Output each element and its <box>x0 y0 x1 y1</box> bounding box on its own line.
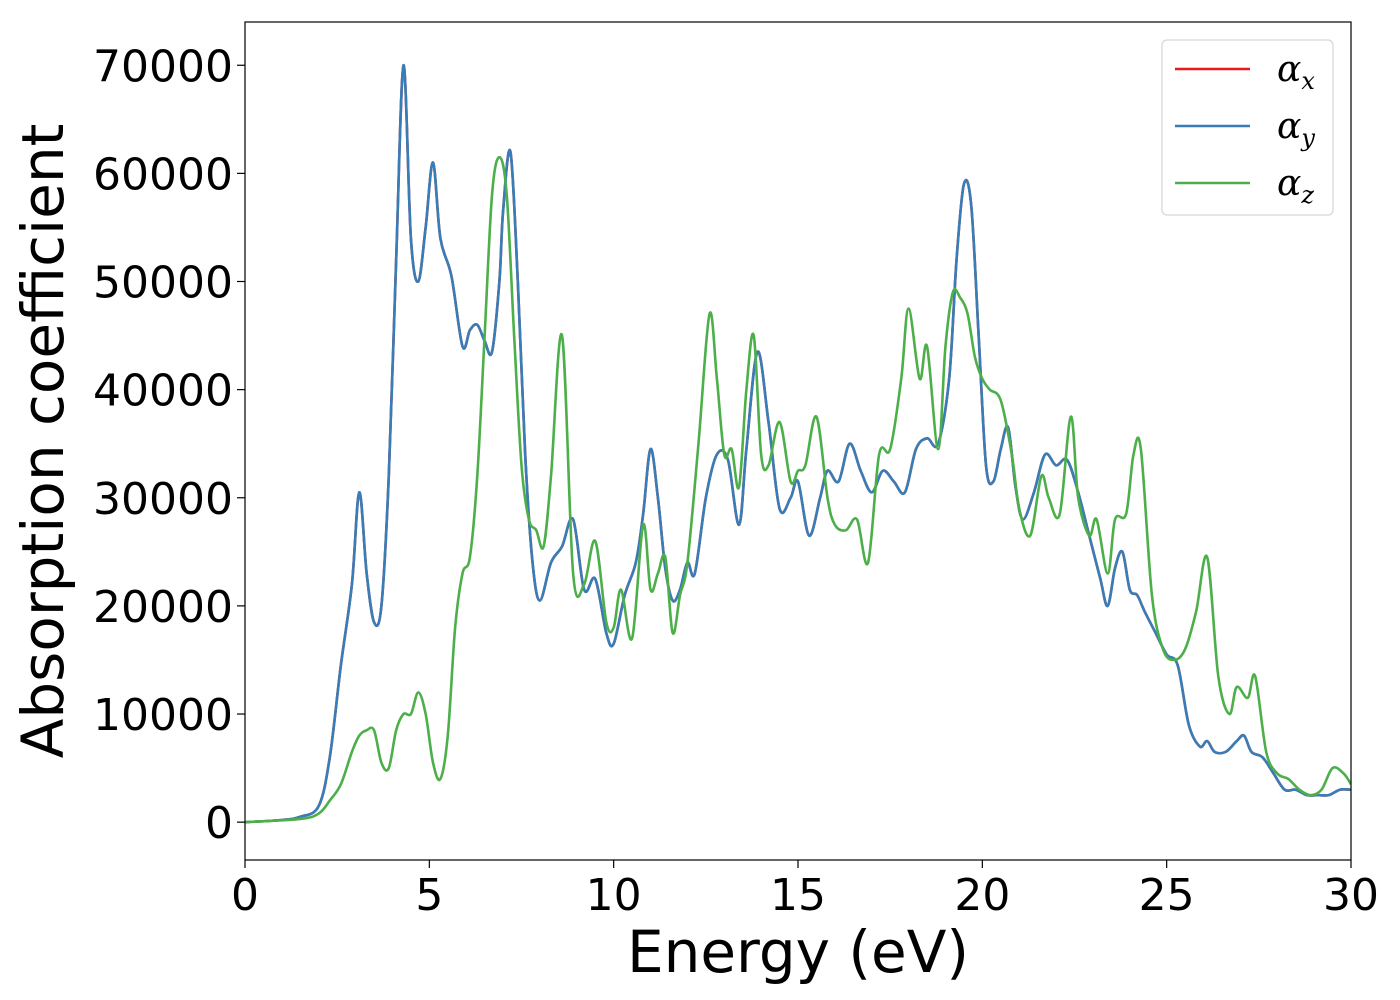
x-tick-label: 10 <box>586 870 642 921</box>
legend-item-ay: αy <box>1175 106 1315 152</box>
series-layer <box>245 63 1351 824</box>
y-axis-title: Absorption coefficient <box>9 124 77 759</box>
x-tick-label: 20 <box>954 870 1010 921</box>
legend-label-ax: αx <box>1277 49 1315 95</box>
y-tick-label: 0 <box>205 798 233 849</box>
x-tick-label: 0 <box>231 870 259 921</box>
x-tick-label: 25 <box>1139 870 1195 921</box>
y-tick-label: 70000 <box>93 41 233 92</box>
y-tick-label: 40000 <box>93 366 233 417</box>
x-axis-title: Energy (eV) <box>627 918 969 986</box>
legend-label-ay: αy <box>1277 106 1315 152</box>
x-tick-label: 15 <box>770 870 826 921</box>
y-tick-label: 30000 <box>93 474 233 525</box>
x-axis: 0 5 10 15 20 25 30 <box>231 860 1379 921</box>
series-line-ay <box>245 63 1351 824</box>
legend-box <box>1161 39 1334 216</box>
y-tick-label: 50000 <box>93 258 233 309</box>
x-tick-label: 30 <box>1323 870 1379 921</box>
y-tick-label: 10000 <box>93 690 233 741</box>
y-tick-label: 20000 <box>93 582 233 633</box>
legend-subscript: z <box>1300 181 1314 209</box>
y-tick-label: 60000 <box>93 149 233 200</box>
legend-item-ax: αx <box>1175 49 1315 95</box>
legend-item-az: αz <box>1175 163 1314 209</box>
legend-symbol: α <box>1277 106 1301 147</box>
legend-symbol: α <box>1277 163 1301 204</box>
y-axis: 0 10000 20000 30000 40000 50000 60000 70000 <box>93 41 245 849</box>
x-tick-label: 5 <box>415 870 443 921</box>
legend-subscript: y <box>1300 124 1315 152</box>
legend-label-az: αz <box>1277 163 1314 209</box>
legend-subscript: x <box>1301 67 1315 95</box>
legend-symbol: α <box>1277 49 1301 90</box>
series-line-az <box>245 155 1351 824</box>
